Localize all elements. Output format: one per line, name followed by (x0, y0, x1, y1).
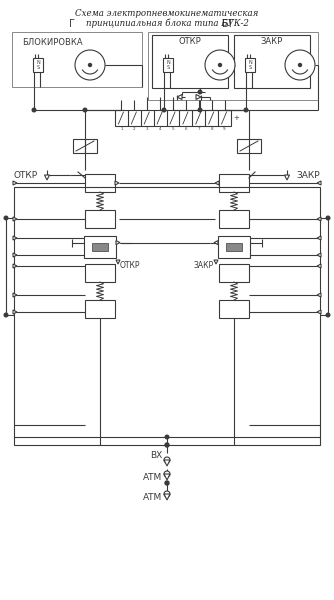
Circle shape (75, 50, 105, 80)
Circle shape (164, 457, 170, 463)
Text: АТМ: АТМ (143, 493, 162, 502)
Polygon shape (285, 175, 290, 180)
Circle shape (165, 443, 169, 447)
Text: Схема электропневмокинематическая: Схема электропневмокинематическая (75, 9, 259, 18)
Circle shape (165, 435, 169, 439)
Text: ЗАКР: ЗАКР (194, 262, 214, 271)
Polygon shape (13, 310, 17, 314)
Polygon shape (317, 236, 321, 240)
Bar (152, 35, 228, 88)
Text: 6: 6 (185, 127, 187, 131)
Polygon shape (44, 175, 49, 180)
Text: 3: 3 (146, 127, 149, 131)
Polygon shape (115, 181, 119, 185)
Polygon shape (13, 181, 17, 185)
Circle shape (4, 216, 8, 220)
Circle shape (165, 481, 169, 485)
Bar (84, 236, 116, 258)
Polygon shape (317, 253, 321, 257)
Circle shape (326, 216, 330, 220)
Bar (92, 243, 108, 251)
Circle shape (244, 108, 248, 112)
Polygon shape (13, 293, 17, 297)
Text: 8: 8 (210, 127, 213, 131)
Text: БЛОКИРОВКА: БЛОКИРОВКА (22, 38, 82, 47)
Polygon shape (196, 94, 201, 100)
Polygon shape (116, 260, 120, 264)
Polygon shape (116, 241, 120, 245)
Polygon shape (13, 264, 17, 268)
Circle shape (218, 64, 221, 67)
Text: принципиальная блока типа БУК-2: принципиальная блока типа БУК-2 (86, 18, 248, 28)
Circle shape (198, 90, 202, 94)
Bar (226, 243, 242, 251)
Circle shape (285, 50, 315, 80)
Polygon shape (164, 494, 170, 500)
Bar (218, 236, 250, 258)
Bar (85, 210, 115, 228)
Text: БГ: БГ (222, 19, 234, 29)
Text: 7: 7 (197, 127, 200, 131)
Bar (85, 300, 115, 318)
Circle shape (326, 313, 330, 317)
Text: +: + (233, 115, 239, 121)
Polygon shape (13, 253, 17, 257)
Bar (85, 174, 115, 192)
Text: 9: 9 (223, 127, 226, 131)
Bar (237, 139, 261, 153)
Text: АТМ: АТМ (143, 473, 162, 481)
Text: ЗАКР: ЗАКР (261, 37, 283, 46)
Bar (234, 35, 310, 88)
Polygon shape (164, 474, 170, 480)
Polygon shape (214, 241, 218, 245)
Polygon shape (177, 94, 182, 100)
Bar (148, 32, 318, 100)
Circle shape (89, 64, 92, 67)
Bar (219, 174, 249, 192)
Bar (73, 139, 97, 153)
Text: ОТКР: ОТКР (14, 170, 38, 179)
Circle shape (164, 491, 170, 497)
Circle shape (83, 108, 87, 112)
Bar (115, 110, 231, 126)
Polygon shape (13, 236, 17, 240)
Bar (219, 210, 249, 228)
Bar (219, 300, 249, 318)
Polygon shape (214, 260, 218, 264)
Bar (12, 32, 142, 87)
Bar (245, 58, 255, 72)
Polygon shape (317, 181, 321, 185)
Text: N
S: N S (36, 59, 40, 70)
Circle shape (32, 108, 36, 112)
Polygon shape (215, 181, 219, 185)
Polygon shape (317, 293, 321, 297)
Polygon shape (317, 264, 321, 268)
Circle shape (162, 108, 166, 112)
Bar (219, 264, 249, 282)
Polygon shape (164, 460, 170, 466)
Circle shape (164, 471, 170, 477)
Polygon shape (13, 217, 17, 221)
Polygon shape (317, 217, 321, 221)
Text: ВХ: ВХ (150, 451, 162, 460)
Text: Г: Г (69, 19, 75, 29)
Bar (85, 264, 115, 282)
Text: N
S: N S (248, 59, 252, 70)
Text: ОТКР: ОТКР (179, 37, 201, 46)
Text: N
S: N S (166, 59, 170, 70)
Text: 4: 4 (159, 127, 161, 131)
Text: ЗАКР: ЗАКР (296, 170, 320, 179)
Circle shape (198, 108, 202, 112)
Bar (163, 58, 173, 72)
Text: 2: 2 (133, 127, 136, 131)
Text: 1: 1 (120, 127, 123, 131)
Circle shape (205, 50, 235, 80)
Text: ОТКР: ОТКР (120, 262, 141, 271)
Text: 5: 5 (172, 127, 174, 131)
Bar (33, 58, 43, 72)
Polygon shape (317, 310, 321, 314)
Circle shape (299, 64, 302, 67)
Bar (14, 187, 320, 445)
Circle shape (4, 313, 8, 317)
